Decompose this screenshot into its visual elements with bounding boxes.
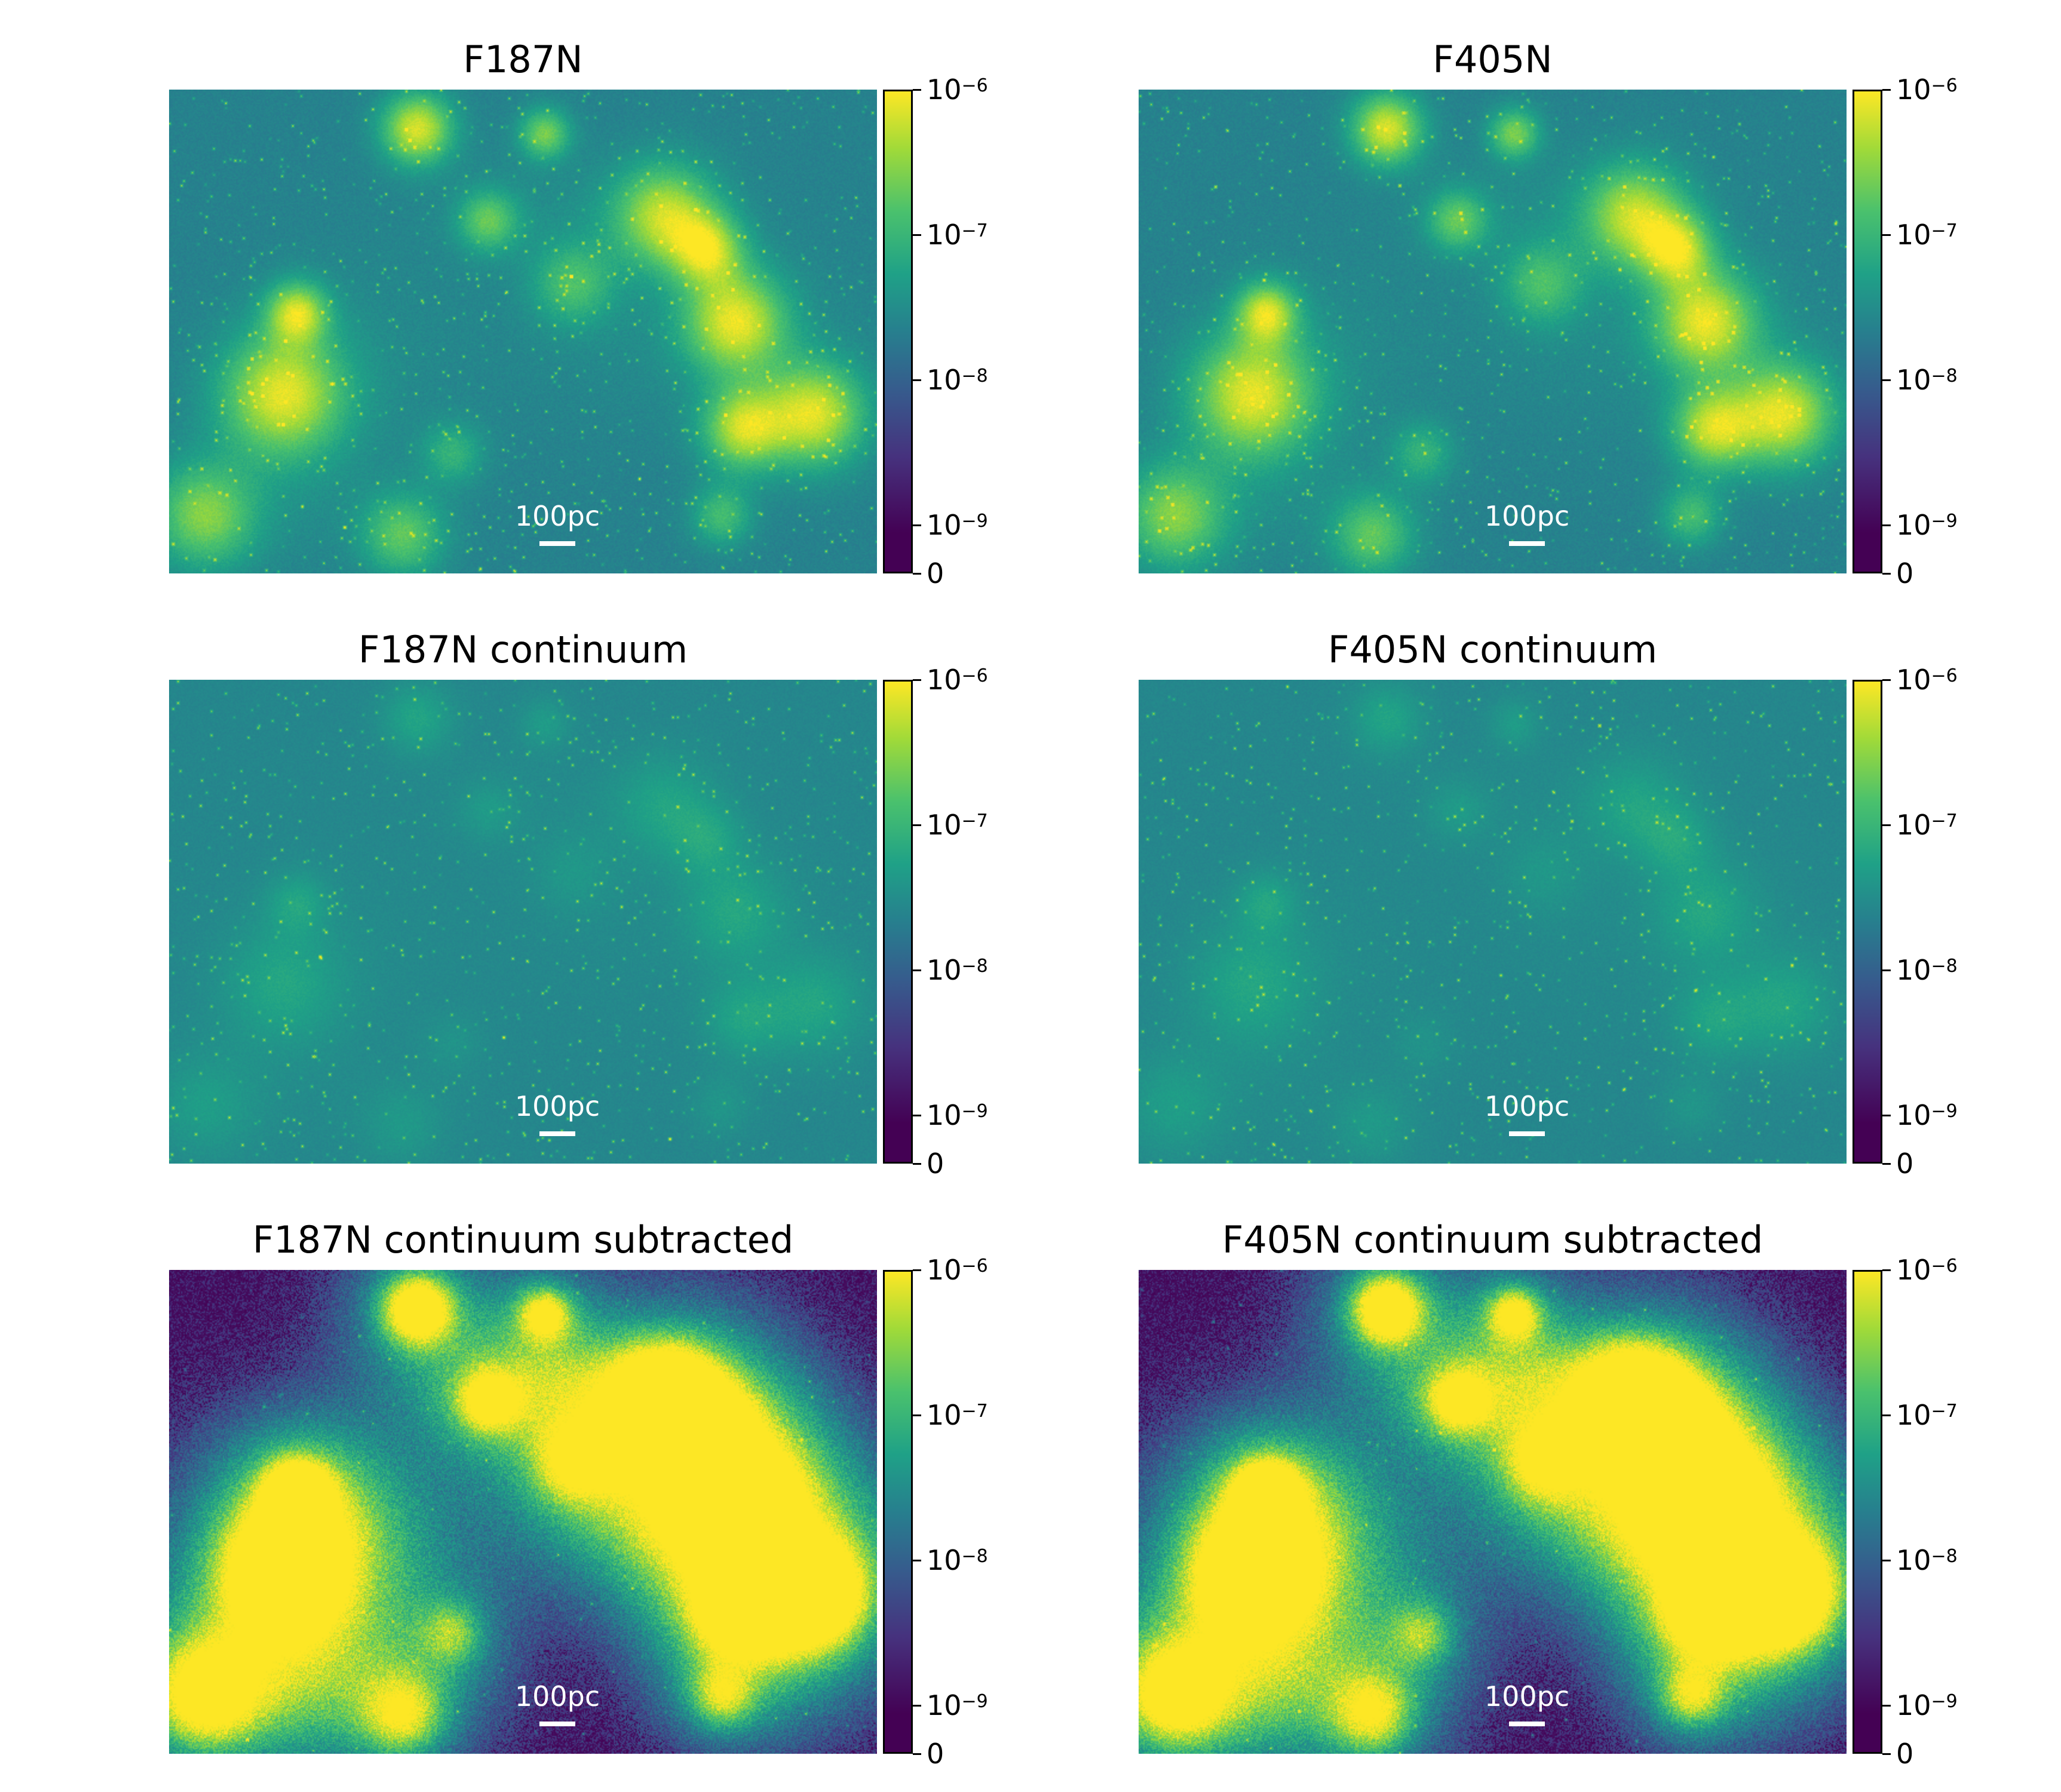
colorbar-tick <box>913 573 921 575</box>
colorbar-tick-label: 10−9 <box>927 1099 988 1131</box>
scalebar <box>1509 1722 1545 1726</box>
colorbar-tick-label: 10−7 <box>1896 1399 1958 1431</box>
colorbar-tick <box>913 524 921 526</box>
colorbar-tick <box>913 1163 921 1165</box>
colorbar-tick-label: 10−8 <box>927 1544 988 1576</box>
astro-image <box>1139 1270 1847 1754</box>
colorbar-tick-label: 10−6 <box>927 1254 988 1286</box>
colorbar-tick <box>1882 1414 1891 1416</box>
panel-title: F405N continuum <box>1327 628 1658 671</box>
colorbar-tick-label: 0 <box>1896 1738 1914 1770</box>
colorbar-tick-label: 0 <box>927 1147 944 1180</box>
colorbar-tick-label: 0 <box>1896 1147 1914 1180</box>
astro-image <box>169 90 877 573</box>
colorbar-tick <box>1882 1560 1891 1561</box>
colorbar-tick <box>913 1269 921 1271</box>
colorbar-tick <box>1882 573 1891 575</box>
colorbar <box>883 1270 913 1754</box>
colorbar-tick-label: 10−9 <box>1896 1099 1958 1131</box>
scalebar-label: 100pc <box>514 1090 600 1122</box>
scalebar-label: 100pc <box>514 500 600 532</box>
scalebar <box>1509 1131 1545 1136</box>
colorbar-tick <box>913 1414 921 1416</box>
colorbar-tick-label: 10−6 <box>1896 73 1958 106</box>
colorbar-tick <box>1882 824 1891 826</box>
colorbar-tick-label: 10−7 <box>1896 219 1958 251</box>
colorbar-tick <box>1882 89 1891 91</box>
colorbar-tick <box>1882 524 1891 526</box>
panel-f187n: F187N 100pc Jy 10−610−710−810−90 <box>169 36 1196 590</box>
scalebar-label: 100pc <box>1484 1090 1570 1122</box>
panel-title: F405N continuum subtracted <box>1222 1218 1763 1262</box>
colorbar-tick-label: 10−7 <box>927 809 988 841</box>
panel-title: F187N <box>463 38 583 81</box>
colorbar-tick-label: 10−8 <box>927 364 988 396</box>
colorbar-tick <box>913 1705 921 1707</box>
colorbar-tick-label: 10−9 <box>927 509 988 541</box>
colorbar-tick <box>1882 1163 1891 1165</box>
colorbar-tick-label: 10−6 <box>1896 1254 1958 1286</box>
colorbar-tick-label: 10−6 <box>927 73 988 106</box>
colorbar-tick-label: 10−9 <box>1896 1689 1958 1722</box>
astro-image <box>1139 680 1847 1164</box>
panel-title: F187N continuum subtracted <box>252 1218 794 1262</box>
colorbar-tick-label: 10−9 <box>1896 509 1958 541</box>
colorbar-tick <box>913 1115 921 1116</box>
scalebar <box>539 1722 575 1726</box>
colorbar-tick-label: 10−7 <box>1896 809 1958 841</box>
panel-f187n-continuum-subtracted: F187N continuum subtracted 100pc Jy 10−6… <box>169 1216 1196 1770</box>
colorbar-tick-label: 0 <box>927 557 944 590</box>
scalebar <box>1509 541 1545 546</box>
colorbar <box>883 90 913 573</box>
panel-title: F187N continuum <box>358 628 688 671</box>
colorbar-tick <box>913 1753 921 1755</box>
colorbar <box>883 680 913 1164</box>
astro-image <box>1139 90 1847 573</box>
panel-f405n-continuum-subtracted: F405N continuum subtracted 100pc Jy 10−6… <box>1139 1216 2061 1770</box>
colorbar-tick-label: 0 <box>927 1738 944 1770</box>
colorbar-tick <box>913 679 921 681</box>
colorbar-tick <box>1882 1115 1891 1116</box>
colorbar-tick <box>913 1560 921 1561</box>
colorbar-tick <box>1882 1269 1891 1271</box>
colorbar <box>1853 680 1882 1164</box>
colorbar-tick <box>913 379 921 381</box>
colorbar-tick <box>913 89 921 91</box>
panel-f187n-continuum: F187N continuum 100pc Jy 10−610−710−810−… <box>169 626 1196 1180</box>
panel-f405n-continuum: F405N continuum 100pc Jy 10−610−710−810−… <box>1139 626 2061 1180</box>
astro-image <box>169 1270 877 1754</box>
scalebar <box>539 541 575 546</box>
colorbar-tick-label: 10−8 <box>1896 364 1958 396</box>
colorbar <box>1853 90 1882 573</box>
colorbar-tick <box>1882 1753 1891 1755</box>
colorbar-tick <box>913 969 921 971</box>
astro-image <box>169 680 877 1164</box>
colorbar-tick-label: 10−8 <box>1896 1544 1958 1576</box>
colorbar-tick-label: 0 <box>1896 557 1914 590</box>
colorbar-tick-label: 10−8 <box>927 954 988 986</box>
scalebar-label: 100pc <box>1484 1680 1570 1713</box>
colorbar-tick <box>1882 1705 1891 1707</box>
scalebar-label: 100pc <box>514 1680 600 1713</box>
colorbar-tick-label: 10−7 <box>927 1399 988 1431</box>
colorbar-tick <box>1882 679 1891 681</box>
colorbar-tick <box>913 824 921 826</box>
colorbar-tick-label: 10−9 <box>927 1689 988 1722</box>
colorbar-tick-label: 10−8 <box>1896 954 1958 986</box>
colorbar-tick-label: 10−6 <box>1896 664 1958 696</box>
scalebar <box>539 1131 575 1136</box>
colorbar-tick <box>1882 969 1891 971</box>
colorbar <box>1853 1270 1882 1754</box>
panel-f405n: F405N 100pc Jy 10−610−710−810−90 <box>1139 36 2061 590</box>
colorbar-tick <box>1882 234 1891 236</box>
colorbar-tick <box>913 234 921 236</box>
colorbar-tick-label: 10−6 <box>927 664 988 696</box>
colorbar-tick-label: 10−7 <box>927 219 988 251</box>
colorbar-tick <box>1882 379 1891 381</box>
panel-title: F405N <box>1433 38 1553 81</box>
scalebar-label: 100pc <box>1484 500 1570 532</box>
